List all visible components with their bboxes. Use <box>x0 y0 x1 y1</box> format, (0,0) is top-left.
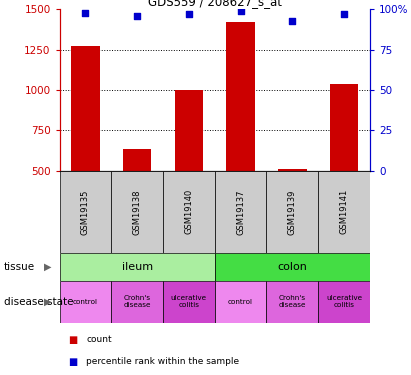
Text: Crohn's
disease: Crohn's disease <box>279 296 306 308</box>
Point <box>237 8 244 14</box>
Bar <box>60 253 215 281</box>
Bar <box>266 171 318 253</box>
Title: GDS559 / 208627_s_at: GDS559 / 208627_s_at <box>148 0 282 8</box>
Text: ▶: ▶ <box>44 262 51 272</box>
Text: count: count <box>86 335 112 344</box>
Bar <box>175 90 203 171</box>
Text: ulcerative
colitis: ulcerative colitis <box>171 296 207 308</box>
Text: Crohn's
disease: Crohn's disease <box>123 296 151 308</box>
Text: GSM19141: GSM19141 <box>339 189 349 234</box>
Bar <box>123 149 151 171</box>
Text: ulcerative
colitis: ulcerative colitis <box>326 296 362 308</box>
Text: GSM19137: GSM19137 <box>236 189 245 235</box>
Text: GSM19140: GSM19140 <box>185 189 194 234</box>
Bar <box>60 171 111 253</box>
Text: ileum: ileum <box>122 262 153 272</box>
Bar <box>111 171 163 253</box>
Point <box>289 18 296 24</box>
Point <box>82 10 89 16</box>
Text: tissue: tissue <box>4 262 35 272</box>
Point <box>341 11 347 17</box>
Text: control: control <box>228 299 253 305</box>
Bar <box>215 281 266 322</box>
Bar <box>71 46 100 171</box>
Text: disease state: disease state <box>4 297 74 307</box>
Bar <box>318 171 370 253</box>
Text: GSM19139: GSM19139 <box>288 189 297 235</box>
Point <box>134 13 141 19</box>
Text: GSM19138: GSM19138 <box>133 189 142 235</box>
Point <box>186 11 192 17</box>
Bar <box>111 281 163 322</box>
Bar <box>163 171 215 253</box>
Bar <box>226 22 255 171</box>
Text: control: control <box>73 299 98 305</box>
Text: colon: colon <box>277 262 307 272</box>
Text: ■: ■ <box>68 357 77 366</box>
Bar <box>163 281 215 322</box>
Bar <box>266 281 318 322</box>
Text: ▶: ▶ <box>44 297 51 307</box>
Bar <box>318 281 370 322</box>
Text: percentile rank within the sample: percentile rank within the sample <box>86 357 240 366</box>
Bar <box>278 169 307 171</box>
Text: ■: ■ <box>68 334 77 345</box>
Text: GSM19135: GSM19135 <box>81 189 90 235</box>
Bar <box>215 253 370 281</box>
Bar <box>215 171 266 253</box>
Bar <box>60 281 111 322</box>
Bar <box>330 84 358 171</box>
